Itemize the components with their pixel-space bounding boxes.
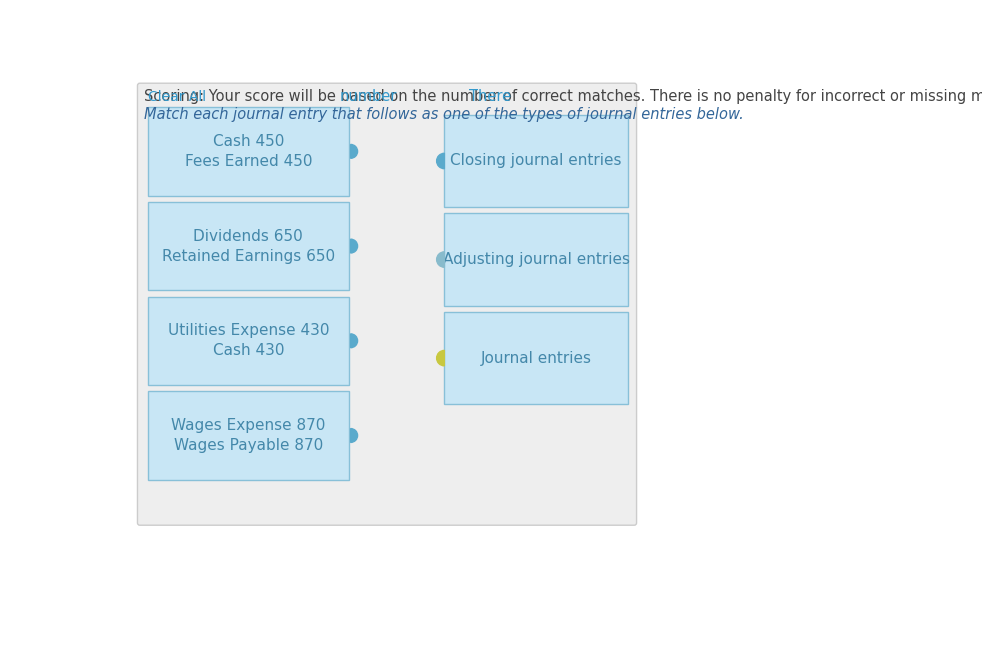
Wedge shape xyxy=(437,153,445,169)
FancyBboxPatch shape xyxy=(445,115,628,207)
Wedge shape xyxy=(351,428,357,442)
Text: Fees Earned 450: Fees Earned 450 xyxy=(185,154,312,169)
Text: Journal entries: Journal entries xyxy=(481,350,592,365)
Wedge shape xyxy=(437,350,445,365)
FancyBboxPatch shape xyxy=(147,391,349,479)
Text: Cash 450: Cash 450 xyxy=(213,134,284,149)
Text: There: There xyxy=(468,89,511,104)
FancyBboxPatch shape xyxy=(445,312,628,404)
Text: Scoring: Your score will be based on the number of correct matches. There is no : Scoring: Your score will be based on the… xyxy=(144,89,982,104)
Text: Closing journal entries: Closing journal entries xyxy=(451,153,622,168)
Text: Retained Earnings 650: Retained Earnings 650 xyxy=(162,249,335,263)
FancyBboxPatch shape xyxy=(147,107,349,196)
Text: Wages Expense 870: Wages Expense 870 xyxy=(171,418,325,433)
FancyBboxPatch shape xyxy=(137,83,636,525)
FancyBboxPatch shape xyxy=(445,214,628,306)
FancyBboxPatch shape xyxy=(147,202,349,290)
FancyBboxPatch shape xyxy=(147,297,349,385)
Text: Adjusting journal entries: Adjusting journal entries xyxy=(443,252,629,267)
Text: Utilities Expense 430: Utilities Expense 430 xyxy=(168,324,329,338)
Text: Cash 430: Cash 430 xyxy=(212,343,284,358)
Wedge shape xyxy=(351,145,357,159)
Text: Wages Payable 870: Wages Payable 870 xyxy=(174,438,323,453)
Wedge shape xyxy=(437,252,445,267)
Text: number: number xyxy=(340,89,398,104)
Text: Clear All: Clear All xyxy=(147,90,205,104)
Wedge shape xyxy=(351,334,357,348)
Wedge shape xyxy=(351,239,357,253)
Text: Dividends 650: Dividends 650 xyxy=(193,229,303,244)
Text: Match each journal entry that follows as one of the types of journal entries bel: Match each journal entry that follows as… xyxy=(144,107,744,122)
